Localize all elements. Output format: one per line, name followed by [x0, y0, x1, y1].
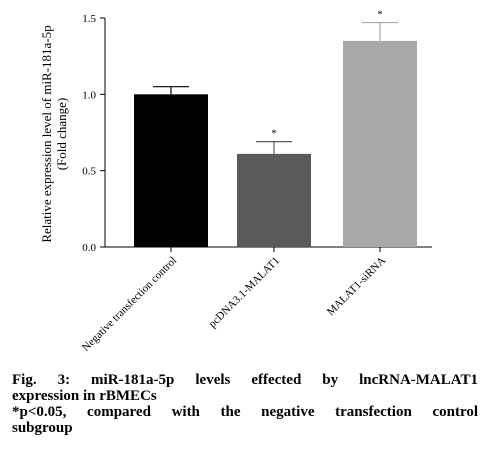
caption-line-4: subgroup [12, 420, 73, 436]
significance-marker: * [272, 129, 277, 140]
bar [237, 153, 311, 247]
bars: ** [134, 10, 417, 248]
bar [134, 94, 208, 247]
caption-line-1: Fig. 3: miR-181a-5p levels effected by l… [12, 372, 478, 388]
y-tick-label: 1.5 [82, 13, 96, 25]
figure-caption: Fig. 3: miR-181a-5p levels effected by l… [12, 372, 478, 436]
y-tick-label: 1.0 [82, 89, 96, 101]
x-tick-label: pcDNA3.1-MALAT1 [206, 255, 282, 331]
y-axis-label-line2: (Fold change) [54, 98, 69, 171]
bar-chart: 0.00.51.01.5 ** Negative transfection co… [39, 10, 432, 354]
x-tick-labels: Negative transfection control pcDNA3.1-MA… [80, 247, 388, 354]
caption-line-2: expression in rBMECs [12, 388, 157, 404]
x-tick-label: MALAT1-siRNA [325, 255, 388, 318]
bar [343, 40, 417, 248]
y-tick-label: 0.5 [82, 166, 96, 178]
significance-marker: * [378, 10, 383, 21]
y-axis-label-line1: Relative expression level of miR-181a-5p [39, 25, 54, 242]
caption-line-3: *p<0.05, compared with the negative tran… [12, 404, 478, 420]
x-tick-label: Negative transfection control [80, 255, 179, 354]
y-tick-label: 0.0 [82, 242, 96, 254]
